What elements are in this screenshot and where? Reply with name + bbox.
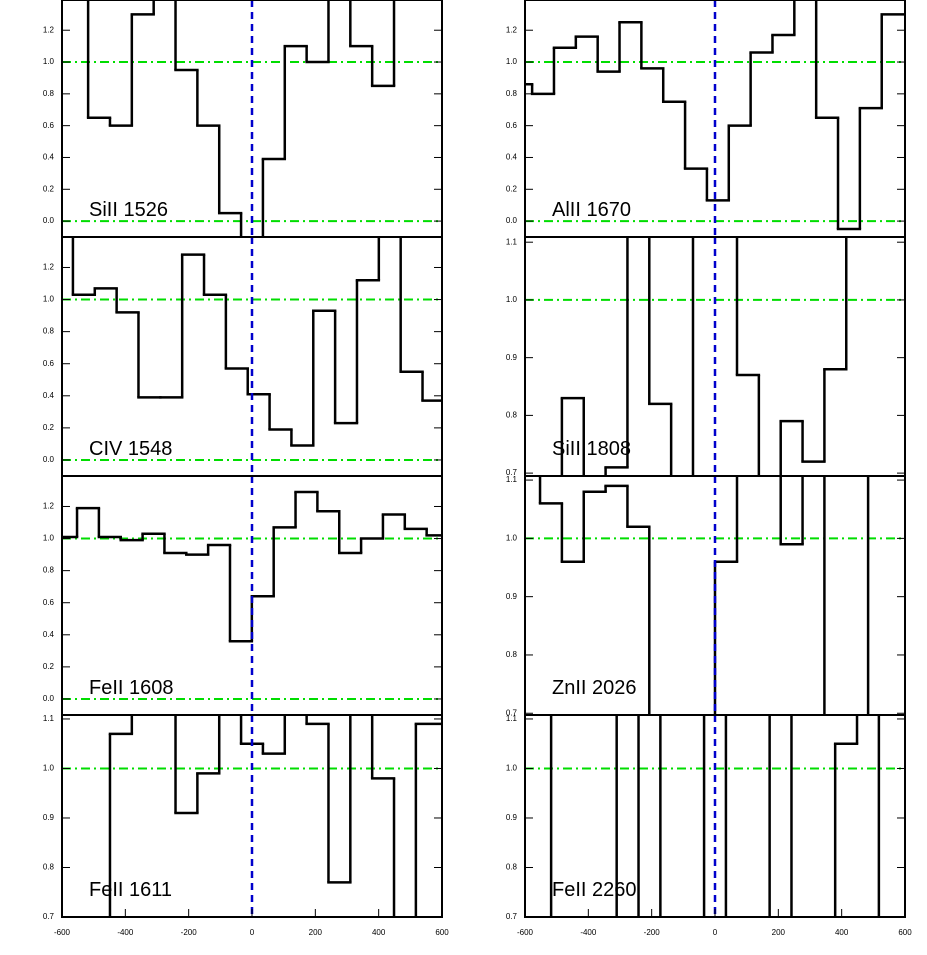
y-tick-label: 0.2 <box>43 662 55 671</box>
x-tick-label: -600 <box>54 928 71 937</box>
x-tick-label: 600 <box>435 928 449 937</box>
y-tick-label: 0.0 <box>43 455 55 464</box>
line-label: FeII 2260 <box>552 879 637 901</box>
y-tick-label: 0.2 <box>506 184 518 193</box>
panel: 0.0 0.2 0.4 0.6 0.8 1.0 1.2 FeII 1608 <box>43 475 443 716</box>
line-label: CIV 1548 <box>89 438 172 460</box>
y-tick-label: 1.0 <box>506 533 518 542</box>
y-tick-label: 0.8 <box>43 566 55 575</box>
y-tick-label: 0.8 <box>506 650 518 659</box>
x-tick-label: 0 <box>713 928 718 937</box>
panel: 0.7 0.8 0.9 1.0 1.1 SiII 1808 <box>506 236 906 477</box>
y-tick-label: 0.8 <box>43 863 55 872</box>
y-tick-label: 0.4 <box>43 153 55 162</box>
y-tick-label: 0.2 <box>43 423 55 432</box>
panel: 0.7 0.8 0.9 1.0 1.1 -600 -400 -200 0 200 400 600 FeI… <box>43 714 449 937</box>
y-tick-label: 1.0 <box>506 764 518 773</box>
y-tick-label: 1.2 <box>43 25 55 34</box>
y-tick-label: 1.0 <box>506 57 518 66</box>
y-tick-label: 1.1 <box>506 714 518 723</box>
y-tick-label: 0.9 <box>506 592 518 601</box>
y-tick-label: 0.7 <box>506 912 518 921</box>
x-tick-label: 200 <box>309 928 323 937</box>
panel: 0.0 0.2 0.4 0.6 0.8 1.0 1.2 CIV 1548 <box>43 236 443 477</box>
y-tick-label: 1.2 <box>43 263 55 272</box>
y-tick-label: 1.0 <box>43 295 55 304</box>
axes-frame <box>61 714 443 918</box>
y-tick-label: 0.6 <box>43 598 55 607</box>
panel: 0.7 0.8 0.9 1.0 1.1 -600 -400 -200 0 200 400 600 FeI… <box>506 714 912 937</box>
y-tick-label: 0.2 <box>43 184 55 193</box>
y-tick-label: 0.8 <box>506 89 518 98</box>
y-tick-label: 0.6 <box>506 121 518 130</box>
plot-area <box>525 237 905 476</box>
x-tick-label: 400 <box>372 928 386 937</box>
y-tick-label: 0.9 <box>43 813 55 822</box>
y-tick-label: 0.9 <box>506 813 518 822</box>
line-label: SiII 1808 <box>552 438 631 460</box>
y-tick-label: 0.7 <box>43 912 55 921</box>
y-tick-label: 0.0 <box>506 216 518 225</box>
y-tick-label: 0.8 <box>43 89 55 98</box>
line-label: ZnII 2026 <box>552 677 637 699</box>
y-tick-label: 0.8 <box>506 410 518 419</box>
y-tick-label: 1.0 <box>43 764 55 773</box>
y-tick-label: 0.4 <box>506 153 518 162</box>
y-tick-label: 0.4 <box>43 630 55 639</box>
y-tick-label: 1.1 <box>43 714 55 723</box>
y-tick-label: 0.0 <box>43 216 55 225</box>
y-tick-label: 0.6 <box>43 121 55 130</box>
y-tick-label: 0.4 <box>43 391 55 400</box>
y-tick-label: 1.0 <box>43 534 55 543</box>
y-tick-label: 0.9 <box>506 353 518 362</box>
x-tick-label: -200 <box>181 928 198 937</box>
y-tick-label: 0.7 <box>506 708 518 717</box>
plot-area <box>525 0 905 237</box>
plot-area <box>525 715 905 917</box>
y-tick-label: 0.7 <box>506 468 518 477</box>
y-tick-label: 1.1 <box>506 475 518 484</box>
line-label: FeII 1608 <box>89 677 174 699</box>
x-tick-label: 0 <box>250 928 255 937</box>
plot-area <box>525 476 905 715</box>
panel: 0.7 0.8 0.9 1.0 1.1 ZnII 2026 <box>506 475 906 717</box>
plot-area <box>62 476 442 715</box>
line-label: AlII 1670 <box>552 199 631 221</box>
line-label: SiII 1526 <box>89 199 168 221</box>
y-tick-label: 0.0 <box>43 694 55 703</box>
y-tick-label: 1.2 <box>43 502 55 511</box>
y-tick-label: 0.8 <box>506 863 518 872</box>
y-tick-label: 1.0 <box>506 295 518 304</box>
plot-area <box>62 237 442 476</box>
x-tick-label: -200 <box>644 928 661 937</box>
axes-frame <box>524 714 906 918</box>
x-tick-label: -400 <box>117 928 134 937</box>
y-tick-label: 1.0 <box>43 57 55 66</box>
x-tick-label: 400 <box>835 928 849 937</box>
y-tick-label: 0.8 <box>43 327 55 336</box>
y-tick-label: 1.2 <box>506 25 518 34</box>
y-tick-label: 0.6 <box>43 359 55 368</box>
plot-area <box>62 0 442 237</box>
x-tick-label: 600 <box>898 928 912 937</box>
plot-area <box>62 715 442 917</box>
panel: 0.0 0.2 0.4 0.6 0.8 1.0 1.2 SiII 1526 <box>43 0 443 238</box>
x-tick-label: 200 <box>772 928 786 937</box>
y-tick-label: 1.1 <box>506 237 518 246</box>
panel: 0.0 0.2 0.4 0.6 0.8 1.0 1.2 AlII 1670 <box>506 0 906 238</box>
x-tick-label: -400 <box>580 928 597 937</box>
line-label: FeII 1611 <box>89 879 172 901</box>
x-tick-label: -600 <box>517 928 534 937</box>
